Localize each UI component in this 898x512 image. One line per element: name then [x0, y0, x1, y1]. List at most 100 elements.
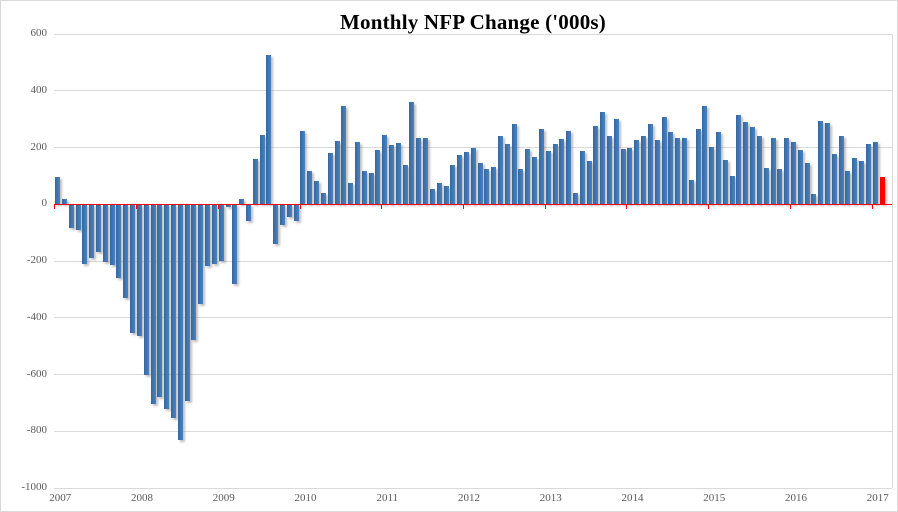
x-axis-year-label: 2013: [539, 492, 562, 504]
bar: [654, 140, 660, 205]
bar: [477, 162, 483, 205]
bar: [443, 185, 449, 205]
bar: [593, 126, 599, 205]
bar: [620, 149, 626, 205]
bar: [702, 106, 708, 205]
chart-title: Monthly NFP Change ('000s): [340, 10, 606, 34]
year-tick-mark: [54, 204, 56, 210]
x-axis-year-label: 2012: [458, 492, 480, 504]
bar: [600, 111, 606, 205]
bar: [61, 198, 67, 205]
bar: [164, 204, 170, 409]
x-axis-year-label: 2009: [212, 492, 235, 504]
bar: [545, 150, 551, 205]
bar: [198, 204, 204, 304]
y-axis-tick-label: 200: [30, 140, 48, 153]
bar: [729, 175, 735, 205]
bar: [525, 149, 531, 205]
bar: [736, 114, 742, 205]
gridline: [54, 90, 892, 92]
bar: [239, 199, 245, 205]
zero-baseline: [54, 203, 892, 205]
bar: [675, 138, 681, 205]
bar: [171, 204, 176, 419]
bar: [75, 204, 81, 230]
bar: [484, 169, 490, 205]
bar: [109, 204, 115, 266]
bar: [307, 170, 313, 205]
bar: [280, 204, 285, 225]
y-axis-tick-label: -400: [26, 310, 47, 323]
bar: [743, 121, 749, 205]
bar: [293, 204, 299, 222]
bar: [273, 204, 279, 245]
bar: [845, 170, 851, 205]
x-axis-year-label: 2011: [376, 492, 399, 504]
bar: [211, 204, 217, 265]
bar: [368, 173, 374, 205]
bar: [348, 182, 354, 205]
y-axis-tick-label: -1000: [21, 481, 47, 493]
bar: [498, 136, 504, 205]
bar: [804, 162, 810, 205]
bar: [102, 204, 108, 263]
year-tick-mark: [626, 204, 628, 210]
bar: [716, 132, 722, 205]
bar: [130, 204, 136, 334]
bar: [89, 204, 95, 258]
bar: [470, 147, 476, 205]
bar: [416, 137, 422, 205]
bar: [634, 140, 640, 205]
bar: [177, 204, 183, 440]
bar: [354, 141, 360, 205]
gridline: [54, 430, 892, 432]
highlighted-bar: [879, 177, 885, 205]
year-tick-mark: [299, 204, 301, 210]
y-axis-tick-label: -600: [26, 367, 47, 380]
bar: [722, 159, 728, 205]
x-axis-year-label: 2016: [784, 492, 807, 504]
bar: [818, 120, 824, 205]
year-tick-mark: [708, 204, 710, 210]
bar: [552, 144, 558, 205]
gridline: [54, 260, 892, 262]
bar: [259, 134, 265, 205]
bar: [579, 150, 585, 205]
bar: [436, 182, 442, 205]
bar: [750, 126, 756, 205]
bar: [457, 155, 463, 205]
bar: [586, 161, 592, 205]
bar: [641, 136, 647, 205]
year-tick-mark: [381, 204, 383, 210]
bar: [790, 142, 796, 205]
bar: [96, 204, 102, 253]
bar: [55, 177, 61, 205]
bar: [402, 165, 408, 205]
year-tick-mark: [871, 204, 873, 210]
year-tick-mark: [217, 204, 219, 210]
bar: [504, 144, 510, 205]
x-axis-year-label: 2017: [866, 492, 889, 504]
bar: [538, 129, 544, 205]
y-axis-tick-label: 600: [30, 27, 48, 39]
gridline: [54, 33, 892, 35]
bar: [661, 116, 667, 205]
gridline: [54, 487, 892, 489]
bar: [756, 136, 762, 205]
bar: [123, 204, 129, 298]
bar: [157, 204, 163, 398]
bar: [784, 138, 790, 205]
bar: [838, 135, 844, 205]
bar: [831, 154, 837, 205]
bar: [218, 204, 224, 261]
bar: [770, 137, 776, 205]
bar: [688, 180, 694, 205]
bar: [695, 129, 701, 205]
y-axis-tick-label: 0: [41, 197, 48, 210]
bar: [613, 119, 619, 205]
bar: [429, 189, 435, 205]
y-axis-tick-label: -800: [26, 424, 47, 437]
bar: [320, 192, 326, 205]
bar: [382, 135, 388, 205]
